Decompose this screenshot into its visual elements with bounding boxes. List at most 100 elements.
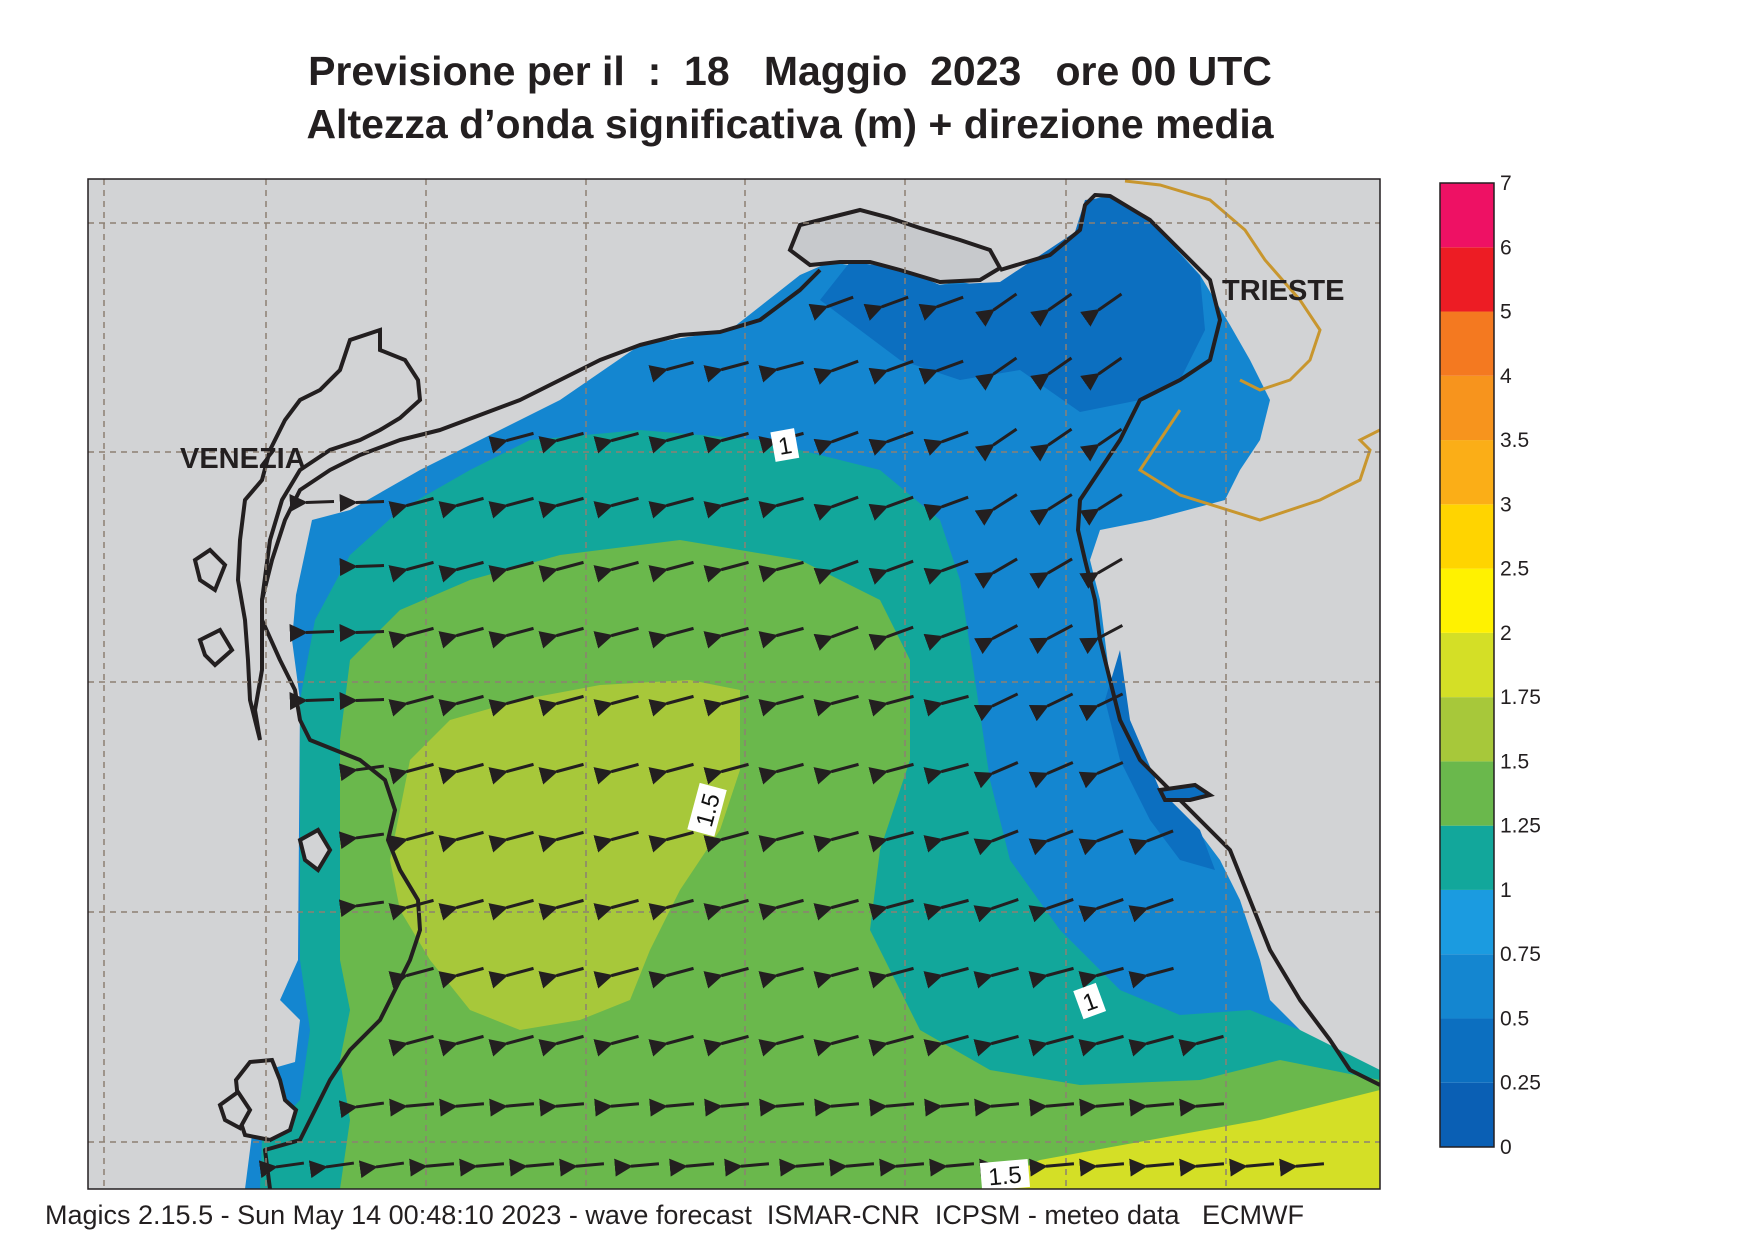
direction-arrow bbox=[1030, 356, 1073, 391]
direction-arrow bbox=[1029, 1158, 1075, 1177]
direction-arrow bbox=[438, 966, 484, 989]
direction-arrow bbox=[974, 493, 1018, 526]
direction-arrow bbox=[923, 625, 969, 651]
direction-arrow bbox=[703, 694, 749, 717]
direction-arrow bbox=[758, 496, 804, 519]
legend-tick-label: 1.5 bbox=[1500, 750, 1529, 773]
direction-arrow bbox=[813, 430, 859, 456]
direction-arrow bbox=[813, 762, 859, 785]
direction-arrow bbox=[758, 694, 804, 717]
direction-arrow bbox=[1078, 761, 1124, 789]
direction-arrow bbox=[593, 694, 639, 717]
legend-tick-label: 1.25 bbox=[1500, 815, 1541, 838]
direction-arrow bbox=[648, 694, 694, 717]
direction-arrow bbox=[813, 898, 859, 921]
direction-arrow bbox=[669, 1158, 715, 1177]
legend-swatch bbox=[1440, 183, 1494, 248]
istria-islet bbox=[1156, 782, 1215, 802]
legend-swatch bbox=[1440, 761, 1494, 826]
direction-arrow bbox=[1078, 966, 1124, 989]
direction-arrow bbox=[488, 830, 534, 853]
direction-arrow bbox=[338, 763, 385, 782]
legend-swatch bbox=[1440, 632, 1494, 698]
svg-text:1.5: 1.5 bbox=[987, 1162, 1023, 1192]
direction-arrow bbox=[1028, 692, 1074, 722]
direction-arrow bbox=[538, 830, 584, 853]
direction-arrow bbox=[1078, 829, 1124, 856]
legend-tick-label: 1 bbox=[1500, 879, 1512, 902]
direction-arrow bbox=[703, 762, 749, 785]
direction-arrow bbox=[703, 898, 749, 921]
direction-arrow bbox=[703, 1034, 749, 1057]
direction-arrow bbox=[648, 1034, 694, 1057]
direction-arrow bbox=[593, 496, 639, 519]
direction-arrow bbox=[1029, 624, 1074, 655]
direction-arrow bbox=[1028, 829, 1074, 856]
direction-arrow bbox=[1179, 1158, 1225, 1177]
direction-arrow bbox=[973, 898, 1019, 923]
sea-band-0.25 bbox=[820, 197, 1205, 412]
city-label-venezia: VENEZIA bbox=[180, 443, 306, 475]
direction-arrow bbox=[388, 626, 434, 649]
legend-tick-label: 0.5 bbox=[1500, 1007, 1529, 1030]
direction-arrow bbox=[1029, 1098, 1075, 1117]
direction-arrow bbox=[258, 1160, 305, 1179]
direction-arrow bbox=[593, 431, 639, 454]
direction-arrow bbox=[1029, 493, 1073, 526]
legend-tick-label: 4 bbox=[1500, 365, 1512, 388]
direction-arrow bbox=[388, 694, 434, 717]
direction-arrow bbox=[973, 829, 1019, 856]
legend-swatch bbox=[1440, 825, 1494, 890]
direction-arrow bbox=[974, 624, 1019, 655]
direction-arrow bbox=[1079, 1158, 1125, 1177]
direction-arrow bbox=[1079, 1098, 1125, 1117]
grado-lagoon-land bbox=[787, 207, 1003, 285]
direction-arrow bbox=[868, 495, 914, 521]
direction-arrow bbox=[388, 966, 434, 989]
direction-arrow bbox=[1080, 356, 1123, 391]
direction-arrow bbox=[488, 560, 534, 583]
legend-tick-label: 1.75 bbox=[1500, 686, 1541, 709]
direction-arrow bbox=[1229, 1158, 1275, 1177]
direction-arrow bbox=[538, 431, 584, 454]
map-title-line2: Altezza d’onda significativa (m) + direz… bbox=[306, 101, 1274, 147]
direction-arrow bbox=[1179, 1098, 1225, 1117]
direction-arrow bbox=[338, 899, 385, 918]
direction-arrow bbox=[289, 494, 335, 513]
legend-tick-label: 3 bbox=[1500, 493, 1512, 516]
direction-arrow bbox=[438, 496, 484, 519]
direction-arrow bbox=[863, 295, 909, 321]
direction-arrow bbox=[868, 559, 914, 585]
direction-arrow bbox=[703, 966, 749, 989]
coastline bbox=[260, 193, 1380, 1189]
direction-arrow bbox=[975, 292, 1018, 327]
direction-arrow bbox=[593, 560, 639, 583]
direction-arrow bbox=[593, 762, 639, 785]
direction-arrow bbox=[488, 496, 534, 519]
direction-arrow bbox=[1030, 292, 1073, 327]
direction-arrow bbox=[593, 898, 639, 921]
direction-arrow bbox=[923, 1034, 969, 1057]
direction-arrow bbox=[389, 1098, 435, 1117]
direction-arrow bbox=[868, 830, 914, 853]
direction-arrow bbox=[813, 966, 859, 989]
direction-arrow bbox=[1128, 966, 1174, 989]
contour-label: 1 bbox=[770, 428, 800, 462]
direction-arrow bbox=[1178, 1034, 1224, 1057]
direction-arrow bbox=[1078, 898, 1124, 923]
legend-swatch bbox=[1440, 954, 1494, 1019]
direction-arrow bbox=[648, 360, 694, 383]
direction-arrow bbox=[779, 1158, 825, 1177]
direction-arrow bbox=[1030, 427, 1073, 462]
direction-arrow bbox=[1279, 1158, 1325, 1177]
legend-tick-label: 5 bbox=[1500, 301, 1512, 324]
direction-arrow bbox=[488, 898, 534, 921]
direction-arrow bbox=[538, 898, 584, 921]
direction-arrow bbox=[868, 898, 914, 921]
direction-arrow bbox=[509, 1158, 555, 1177]
direction-arrow bbox=[388, 1034, 434, 1057]
po-delta-land bbox=[233, 1057, 299, 1143]
direction-arrow bbox=[923, 830, 969, 853]
legend-tick-label: 2.5 bbox=[1500, 558, 1529, 581]
direction-arrow bbox=[923, 559, 969, 585]
